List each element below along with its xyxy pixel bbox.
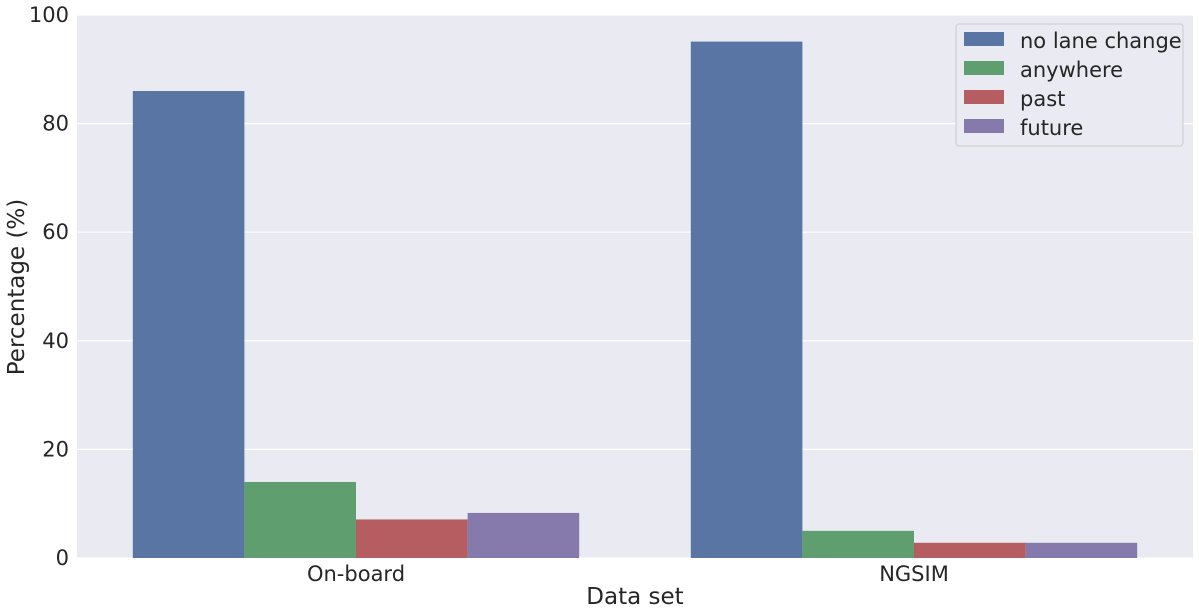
y-tick-label: 80 xyxy=(42,112,69,136)
legend-frame xyxy=(955,23,1184,147)
legend-label: future xyxy=(1020,116,1083,140)
bar-past-ngsim xyxy=(914,542,1026,558)
bars xyxy=(132,41,1138,559)
legend-swatch xyxy=(964,119,1004,133)
bar-anywhere-ngsim xyxy=(802,530,914,558)
x-tick-label: NGSIM xyxy=(879,562,949,586)
y-tick-label: 0 xyxy=(56,546,69,570)
bar-future-on-board xyxy=(467,512,580,558)
y-tick-label: 40 xyxy=(42,329,69,353)
bar-anywhere-on-board xyxy=(244,481,356,558)
y-tick-label: 20 xyxy=(42,437,69,461)
y-tick-label: 60 xyxy=(42,220,69,244)
y-tick-label: 100 xyxy=(29,3,69,27)
bar-no-lane-change-on-board xyxy=(132,91,245,559)
legend-label: past xyxy=(1020,87,1065,111)
legend-label: no lane change xyxy=(1020,29,1182,53)
x-tick-label: On-board xyxy=(307,562,405,586)
legend-swatch xyxy=(964,32,1004,46)
legend-swatch xyxy=(964,90,1004,104)
x-axis-title: Data set xyxy=(586,584,683,610)
bar-future-ngsim xyxy=(1025,542,1138,558)
legend-label: anywhere xyxy=(1020,58,1123,82)
bar-past-on-board xyxy=(356,519,468,558)
x-tick-labels: On-board NGSIM xyxy=(307,562,949,586)
y-axis-title: Percentage (%) xyxy=(4,199,30,376)
bar-no-lane-change-ngsim xyxy=(690,41,803,559)
y-tick-labels: 0 20 40 60 80 100 xyxy=(29,3,69,570)
legend: no lane change anywhere past future xyxy=(955,23,1184,147)
legend-swatch xyxy=(964,61,1004,75)
